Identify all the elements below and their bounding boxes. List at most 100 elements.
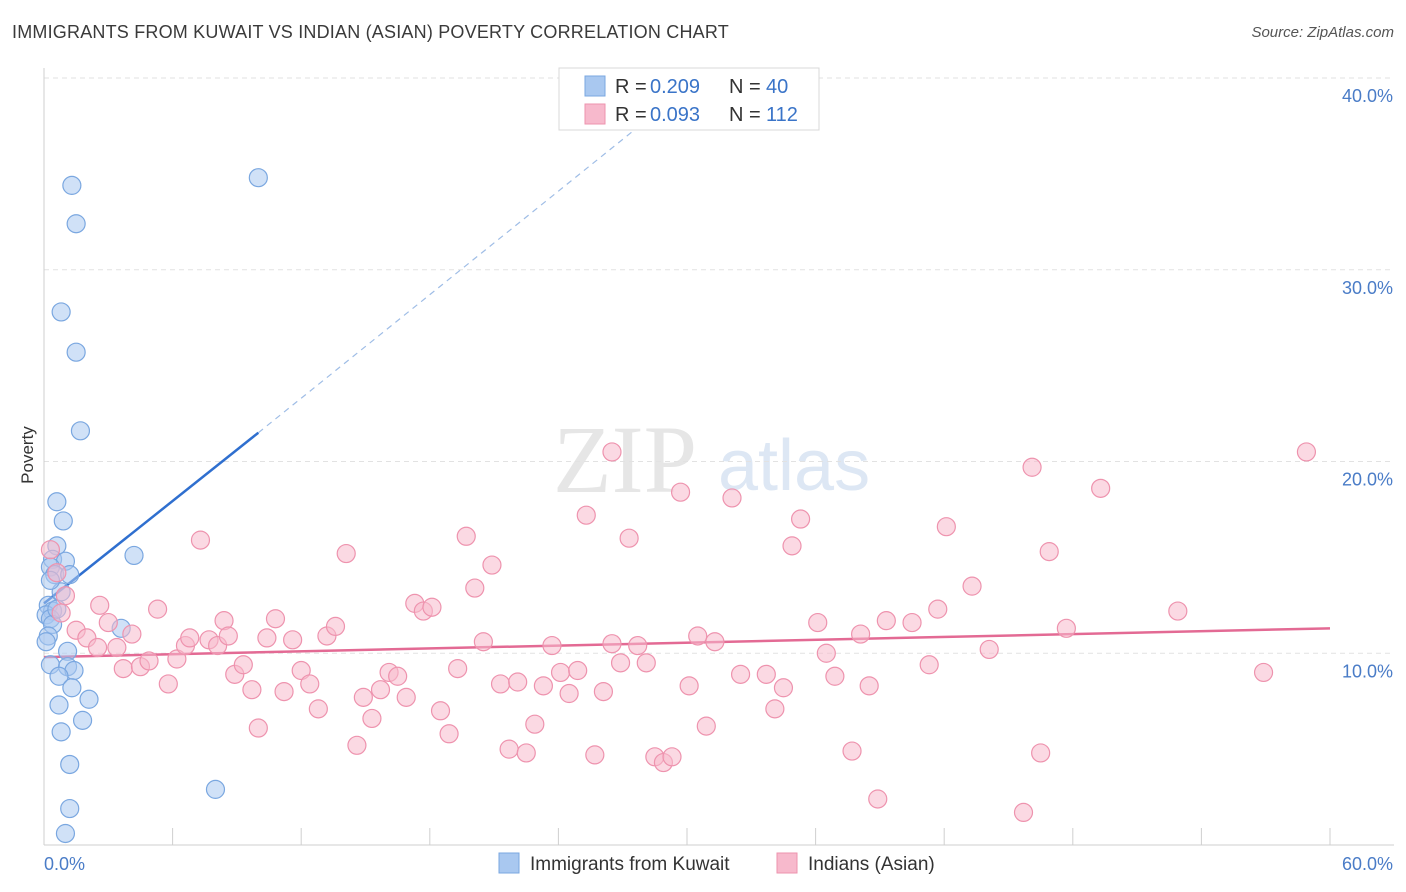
kuwait-point [55, 823, 76, 844]
indian-point [533, 676, 553, 696]
indian-point [525, 714, 545, 734]
indian-point [962, 576, 982, 596]
indian-point [422, 597, 442, 617]
source-label: Source: ZipAtlas.com [1251, 24, 1394, 41]
indian-point [396, 687, 416, 707]
indian-point [1253, 662, 1274, 683]
series-legend: Immigrants from Kuwait Indians (Asian) [498, 852, 935, 875]
indian-point [568, 660, 588, 681]
x-tick-label: 0.0% [44, 854, 85, 874]
kuwait-point [205, 779, 226, 799]
indian-point [90, 595, 110, 615]
indian-point [1013, 802, 1034, 823]
indian-point [782, 536, 802, 556]
indian-point [499, 739, 519, 759]
indian-point [336, 543, 356, 564]
indian-point [51, 603, 71, 623]
kuwait-point [47, 492, 67, 512]
indian-point [283, 630, 303, 650]
kuwait-trend-extension [257, 87, 688, 434]
bottom-legend-label-indian: Indians (Asian) [808, 854, 935, 875]
indian-point [1296, 442, 1317, 462]
indian-point [688, 626, 708, 646]
kuwait-point [60, 754, 80, 775]
indian-point [257, 628, 277, 648]
indian-point [473, 632, 493, 652]
indian-point [928, 599, 948, 619]
indian-point [87, 637, 108, 658]
kuwait-point [248, 168, 268, 188]
indian-point [559, 683, 579, 704]
kuwait-point [70, 421, 91, 441]
indian-point [765, 699, 785, 719]
y-tick-label: 10.0% [1342, 661, 1393, 681]
indian-point [180, 628, 200, 648]
kuwait-point [62, 175, 82, 195]
y-axis-label: Poverty [18, 426, 37, 484]
indian-point [790, 509, 811, 529]
indian-point [1091, 478, 1111, 498]
indian-point [842, 741, 862, 761]
indian-point [1039, 542, 1059, 562]
indian-point [1168, 601, 1188, 621]
kuwait-point [62, 678, 82, 698]
kuwait-point [124, 545, 144, 566]
indian-point [936, 517, 956, 537]
kuwait-point [49, 695, 69, 715]
legend-r-value-kuwait: 0.209 [650, 76, 700, 98]
stats-legend: R = 0.209 N = 40 R = 0.093 N = 112 [558, 67, 820, 131]
indian-trend-line [43, 627, 1331, 659]
indian-point [147, 599, 168, 619]
indian-point [430, 701, 451, 721]
indian-point [139, 651, 159, 671]
indian-point [158, 674, 178, 694]
kuwait-point [36, 632, 56, 652]
indian-point [370, 680, 391, 700]
indian-point [122, 624, 142, 644]
indian-point [602, 442, 622, 462]
kuwait-point [66, 342, 86, 362]
indian-point [1031, 743, 1051, 763]
legend-r-value-indian: 0.093 [650, 104, 700, 126]
indian-point [696, 716, 716, 736]
tick-labels: 10.0% 20.0% 30.0% 40.0% 0.0% 60.0% [44, 86, 1393, 874]
axes [43, 68, 1394, 846]
indian-point [756, 664, 776, 684]
x-tick-label: 60.0% [1342, 854, 1393, 874]
indian-point [465, 578, 485, 598]
indian-point [439, 724, 459, 744]
data-points [36, 168, 1317, 844]
indian-point [347, 735, 367, 755]
kuwait-point [60, 798, 80, 819]
indian-point [825, 666, 845, 686]
indian-point [308, 699, 328, 719]
trend-lines [43, 87, 1331, 659]
kuwait-point [51, 722, 71, 742]
indian-point [218, 626, 238, 646]
indian-point [40, 540, 61, 560]
legend-swatch-indian [584, 103, 606, 125]
indian-point [628, 635, 648, 656]
indian-point [808, 612, 828, 633]
indian-point [325, 616, 346, 637]
indian-point [593, 681, 614, 702]
indian-point [876, 611, 896, 631]
chart-title: IMMIGRANTS FROM KUWAIT VS INDIAN (ASIAN)… [12, 22, 729, 42]
indian-point [274, 681, 294, 702]
y-tick-label: 30.0% [1342, 278, 1393, 298]
y-tick-label: 20.0% [1342, 470, 1393, 490]
indian-point [55, 586, 76, 606]
indian-point [902, 612, 922, 633]
indian-point [388, 666, 408, 686]
bottom-legend-swatch-indian [776, 852, 798, 874]
indian-point [919, 655, 939, 675]
bottom-legend-label-kuwait: Immigrants from Kuwait [530, 854, 730, 875]
indian-point [868, 789, 888, 809]
indian-point [291, 660, 311, 681]
legend-n-label-indian: N = [729, 104, 761, 126]
kuwait-point [66, 214, 86, 234]
indian-point [248, 718, 268, 738]
indian-point [448, 658, 468, 679]
indian-point [508, 672, 528, 692]
indian-point [353, 687, 373, 707]
